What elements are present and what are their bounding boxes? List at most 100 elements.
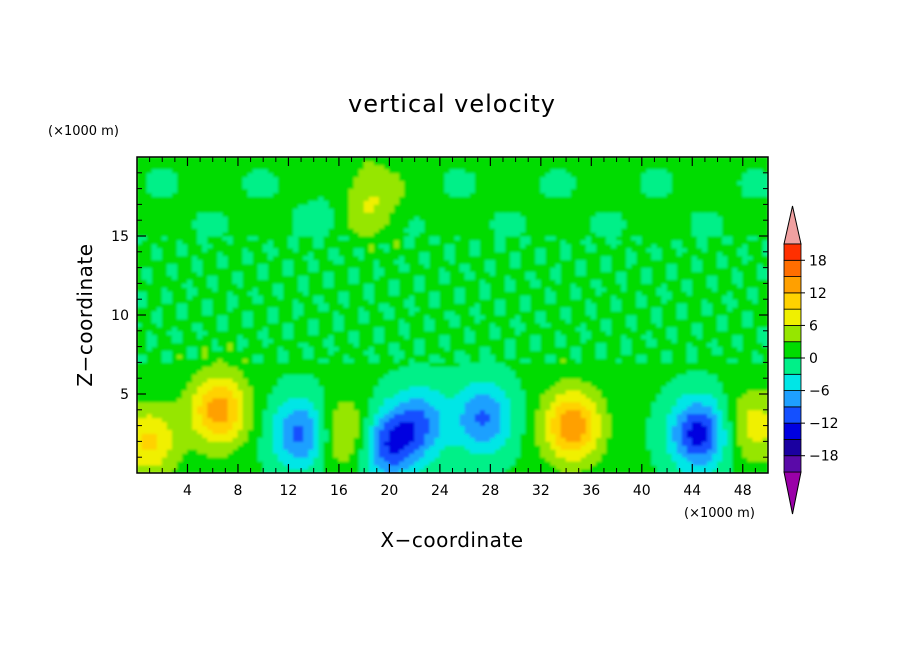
field-cell <box>378 318 385 324</box>
field-cell <box>676 437 683 442</box>
field-cell <box>595 437 602 442</box>
field-cell <box>621 405 628 411</box>
field-cell <box>202 342 209 347</box>
field-cell <box>222 385 229 391</box>
field-cell <box>222 393 229 399</box>
field-cell <box>353 350 360 355</box>
field-cell <box>621 409 628 415</box>
field-cell <box>202 322 209 328</box>
field-cell <box>303 326 310 332</box>
field-cell <box>742 441 749 446</box>
field-cell <box>217 385 224 391</box>
field-cell <box>404 326 410 332</box>
field-cell <box>469 456 476 462</box>
field-cell <box>424 405 431 411</box>
field-cell <box>237 433 244 438</box>
field-cell <box>232 350 239 355</box>
field-cell <box>434 433 441 438</box>
field-cell <box>348 358 355 363</box>
field-cell <box>525 429 532 434</box>
field-cell <box>641 409 648 415</box>
field-cell <box>137 425 143 430</box>
field-cell <box>681 425 688 430</box>
field-cell <box>242 421 249 426</box>
field-cell <box>389 405 395 411</box>
field-cell <box>495 338 501 344</box>
field-cell <box>520 334 527 340</box>
field-cell <box>343 452 350 458</box>
field-cell <box>606 409 612 415</box>
field-cell <box>454 389 461 395</box>
field-cell <box>328 314 335 320</box>
field-cell <box>505 460 511 466</box>
field-cell <box>686 334 693 340</box>
field-cell <box>737 413 744 419</box>
field-cell <box>611 314 617 320</box>
field-cell <box>515 342 522 347</box>
field-cell <box>646 421 653 426</box>
field-cell <box>666 385 673 391</box>
field-cell <box>171 342 178 347</box>
field-cell <box>409 330 416 336</box>
field-cell <box>737 369 744 375</box>
field-cell <box>288 468 294 473</box>
field-cell <box>399 338 405 344</box>
field-cell <box>288 417 294 423</box>
field-cell <box>399 322 405 328</box>
field-cell <box>419 381 426 387</box>
field-cell <box>560 362 567 367</box>
field-cell <box>489 381 496 387</box>
field-cell <box>712 397 718 403</box>
field-cell <box>590 369 597 375</box>
field-cell <box>343 389 350 395</box>
field-cell <box>737 362 744 367</box>
field-cell <box>323 456 330 462</box>
field-cell <box>545 409 552 415</box>
field-cell <box>661 326 668 332</box>
field-cell <box>176 413 183 419</box>
field-cell <box>161 433 168 438</box>
field-cell <box>520 314 527 320</box>
field-cell <box>681 373 688 379</box>
field-cell <box>474 448 481 454</box>
field-cell <box>348 373 355 379</box>
field-cell <box>510 413 516 419</box>
field-cell <box>459 421 466 426</box>
field-cell <box>156 448 163 454</box>
field-cell <box>621 314 628 320</box>
field-cell <box>217 334 224 340</box>
field-cell <box>137 413 143 419</box>
field-cell <box>489 338 496 344</box>
field-cell <box>212 330 219 336</box>
field-cell <box>202 369 209 375</box>
field-cell <box>404 429 410 434</box>
field-cell <box>444 421 451 426</box>
field-cell <box>666 437 673 442</box>
field-cell <box>176 389 183 395</box>
field-cell <box>469 369 476 375</box>
field-cell <box>671 409 678 415</box>
field-cell <box>363 314 370 320</box>
field-cell <box>313 373 320 379</box>
field-cell <box>141 433 148 438</box>
field-cell <box>696 338 703 344</box>
field-cell <box>505 421 511 426</box>
field-cell <box>137 318 143 324</box>
field-cell <box>686 421 693 426</box>
field-cell <box>464 460 471 466</box>
field-cell <box>696 441 703 446</box>
field-cell <box>742 322 749 328</box>
field-cell <box>636 429 643 434</box>
field-cell <box>510 417 516 423</box>
field-cell <box>212 429 219 434</box>
field-cell <box>378 346 385 351</box>
field-cell <box>505 409 511 415</box>
field-cell <box>429 401 436 407</box>
field-cell <box>161 389 168 395</box>
field-cell <box>489 405 496 411</box>
field-cell <box>212 397 219 403</box>
field-cell <box>293 441 299 446</box>
field-cell <box>641 452 648 458</box>
field-cell <box>207 346 214 351</box>
field-cell <box>727 322 734 328</box>
